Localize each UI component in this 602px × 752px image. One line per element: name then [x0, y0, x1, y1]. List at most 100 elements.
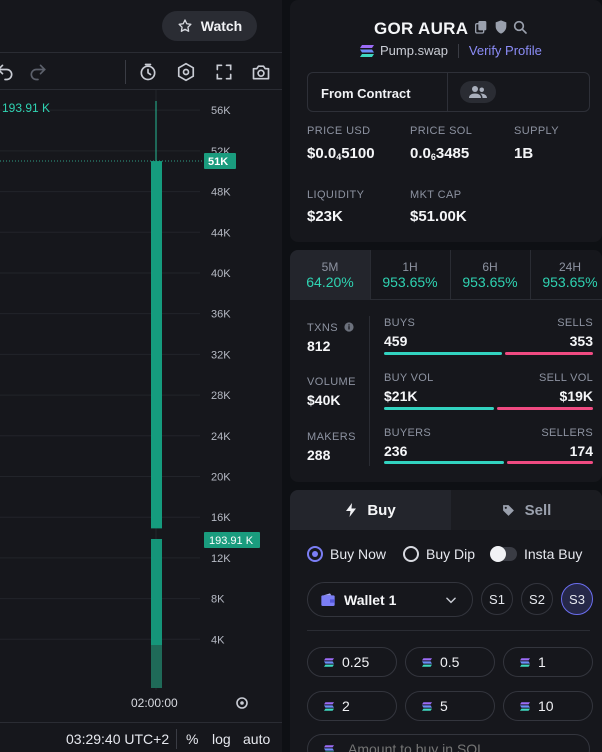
timeframe-5m[interactable]: 5M 64.20%: [290, 250, 370, 300]
volume-value: $40K: [307, 392, 341, 408]
copy-icon[interactable]: [473, 19, 489, 35]
price-sol-label: PRICE SOL: [410, 125, 473, 137]
txns-value: 812: [307, 338, 331, 354]
log-scale-toggle[interactable]: log: [212, 731, 231, 747]
market-cap-label: MKT CAP: [410, 189, 462, 201]
y-tick-label: 44K: [211, 227, 231, 239]
buyers-label: BUYERS: [384, 427, 432, 439]
toggle-icon: [490, 546, 517, 562]
percent-scale-toggle[interactable]: %: [186, 731, 199, 747]
chart-settings-button[interactable]: [175, 61, 197, 83]
links-divider: [447, 73, 448, 111]
buys-value: 459: [384, 333, 408, 349]
timeframe-1h[interactable]: 1H 953.65%: [382, 260, 438, 290]
verify-profile-link[interactable]: Verify Profile: [468, 43, 542, 58]
amount-button[interactable]: 0.25: [307, 647, 397, 677]
y-tick-label: 12K: [211, 553, 231, 565]
y-tick-label: 20K: [211, 471, 231, 483]
y-tick-label: 4K: [211, 634, 225, 646]
replay-button[interactable]: [137, 61, 159, 83]
screenshot-button[interactable]: [250, 61, 272, 83]
y-tick-label: 36K: [211, 309, 231, 321]
solana-icon: [422, 701, 432, 711]
chart-clock: 03:29:40 UTC+2: [66, 731, 170, 747]
search-icon[interactable]: [512, 19, 528, 35]
undo-button[interactable]: [0, 61, 16, 83]
y-tick-label: 8K: [211, 594, 225, 606]
sells-label: SELLS: [557, 317, 593, 329]
solana-icon: [422, 657, 432, 667]
dex-name[interactable]: Pump.swap: [380, 43, 448, 58]
wallet-select[interactable]: Wallet 1: [307, 582, 473, 617]
amount-button[interactable]: 0.5: [405, 647, 495, 677]
amount-button[interactable]: 5: [405, 691, 495, 721]
amount-button[interactable]: 10: [503, 691, 593, 721]
timeframe-divider: [530, 250, 531, 300]
solana-icon: [324, 745, 334, 752]
volume-readout: 193.91 K: [2, 101, 50, 115]
timeframe-24h[interactable]: 24H 953.65%: [542, 260, 598, 290]
buyers-value: 236: [384, 443, 408, 459]
volume-bar-base: [151, 645, 162, 688]
amount-input[interactable]: [307, 734, 590, 752]
toolbar-divider: [125, 60, 126, 84]
price-usd-value: $0.045100: [307, 145, 375, 162]
supply-value: 1B: [514, 145, 534, 162]
buy-now-option[interactable]: Buy Now: [307, 546, 386, 562]
info-icon[interactable]: [344, 322, 354, 332]
tab-buy[interactable]: Buy: [290, 490, 451, 530]
y-tick-label: 40K: [211, 268, 231, 280]
fullscreen-button[interactable]: [213, 61, 235, 83]
y-tick-label: 48K: [211, 187, 231, 199]
slot-s1-button[interactable]: S1: [481, 583, 513, 615]
chevron-down-icon: [446, 597, 456, 604]
sell-volume-value: $19K: [559, 388, 593, 404]
auto-scale-toggle[interactable]: auto: [243, 731, 271, 747]
slot-s3-button[interactable]: S3: [561, 583, 593, 615]
axis-settings-icon-center: [240, 701, 244, 705]
users-icon: [469, 86, 487, 98]
timeframe-tabs: 5M 64.20% 1H 953.65% 6H 953.65% 24H 953.…: [290, 250, 602, 300]
sellers-label: SELLERS: [541, 427, 593, 439]
redo-button[interactable]: [27, 61, 49, 83]
liquidity-label: LIQUIDITY: [307, 189, 365, 201]
buys-bar: [384, 352, 502, 355]
price-chart[interactable]: 56K52K48K44K40K36K32K28K24K20K16K12K8K4K…: [0, 90, 282, 714]
from-contract-button[interactable]: From Contract: [321, 86, 411, 101]
community-button[interactable]: [460, 81, 496, 103]
candle-body: [151, 161, 162, 529]
trade-panel: Buy Sell Buy Now Buy Dip Insta Buy Walle…: [290, 490, 602, 752]
tab-sell[interactable]: Sell: [451, 490, 602, 530]
watch-button[interactable]: Watch: [162, 11, 257, 41]
footer-divider: [176, 729, 177, 749]
y-tick-label: 32K: [211, 349, 231, 361]
volume-label: VOLUME: [307, 376, 356, 388]
amount-button[interactable]: 1: [503, 647, 593, 677]
amount-button[interactable]: 2: [307, 691, 397, 721]
y-tick-label: 56K: [211, 105, 231, 117]
timeframe-6h[interactable]: 6H 953.65%: [462, 260, 518, 290]
last-price-badge: [204, 153, 236, 170]
insta-buy-toggle[interactable]: Insta Buy: [490, 546, 582, 562]
slot-s2-button[interactable]: S2: [521, 583, 553, 615]
token-stats-panel: 5M 64.20% 1H 953.65% 6H 953.65% 24H 953.…: [290, 250, 602, 482]
txns-label: TXNS: [307, 322, 354, 334]
sell-volume-bar: [497, 407, 593, 410]
chart-header: Watch: [0, 0, 282, 52]
camera-icon: [252, 65, 270, 80]
solana-icon: [520, 701, 530, 711]
y-tick-label: 24K: [211, 431, 231, 443]
shield-icon[interactable]: [493, 19, 509, 35]
y-tick-label: 16K: [211, 512, 231, 524]
buy-volume-label: BUY VOL: [384, 372, 434, 384]
buyers-bar: [384, 461, 504, 464]
chart-canvas[interactable]: 56K 52K 48K 44K 40K 36K 32K 28K 24K 20K 16K 12K 8K 4K…: [0, 90, 282, 714]
chart-toolbar: [0, 52, 282, 90]
token-info-panel: GOR AURA Pump.swap Verify Profile From C…: [290, 0, 602, 242]
trade-divider: [307, 630, 590, 631]
liquidity-value: $23K: [307, 208, 343, 225]
links-box: From Contract: [307, 72, 590, 112]
token-name: GOR AURA: [374, 19, 469, 38]
buy-dip-option[interactable]: Buy Dip: [403, 546, 475, 562]
axis-settings-icon: [236, 697, 248, 709]
